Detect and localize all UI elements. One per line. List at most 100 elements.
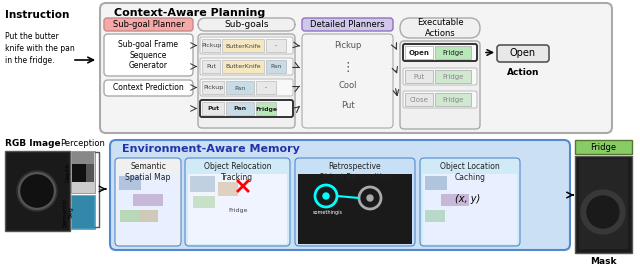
FancyBboxPatch shape xyxy=(403,91,477,108)
Bar xyxy=(118,174,178,244)
FancyBboxPatch shape xyxy=(200,79,293,96)
FancyBboxPatch shape xyxy=(400,41,480,129)
Text: Open: Open xyxy=(510,48,536,58)
FancyBboxPatch shape xyxy=(200,37,293,54)
FancyBboxPatch shape xyxy=(110,140,570,250)
Text: -: - xyxy=(265,86,267,90)
Bar xyxy=(71,195,95,229)
Bar xyxy=(133,194,163,206)
Bar xyxy=(120,210,140,222)
FancyBboxPatch shape xyxy=(400,18,480,38)
Bar xyxy=(435,70,471,83)
Bar xyxy=(575,140,632,154)
Text: Put: Put xyxy=(206,65,216,69)
Bar xyxy=(188,174,287,244)
Bar xyxy=(218,182,238,196)
Text: ⋮: ⋮ xyxy=(341,62,354,75)
Text: Fridge: Fridge xyxy=(442,97,464,103)
Bar xyxy=(256,81,276,94)
Text: -: - xyxy=(275,44,277,48)
Bar xyxy=(405,93,433,106)
Bar xyxy=(266,39,286,52)
Text: Pickup: Pickup xyxy=(334,41,361,51)
Text: Context Prediction: Context Prediction xyxy=(113,83,184,93)
Text: Perception: Perception xyxy=(61,139,106,148)
Bar xyxy=(579,159,628,249)
Text: Mask: Mask xyxy=(589,257,616,266)
Bar xyxy=(202,81,224,94)
Circle shape xyxy=(17,171,57,211)
Bar xyxy=(266,60,286,73)
FancyBboxPatch shape xyxy=(403,44,477,61)
Text: Put: Put xyxy=(340,101,355,111)
Text: ButterKnife: ButterKnife xyxy=(225,44,261,48)
Circle shape xyxy=(587,196,619,228)
FancyBboxPatch shape xyxy=(198,18,295,31)
FancyBboxPatch shape xyxy=(185,158,290,246)
Text: Pickup: Pickup xyxy=(203,86,223,90)
FancyBboxPatch shape xyxy=(104,80,193,96)
Text: Cool: Cool xyxy=(339,82,356,90)
Bar xyxy=(405,46,433,59)
Text: Retrospective
Object Recognition: Retrospective Object Recognition xyxy=(319,162,391,182)
Text: Pan: Pan xyxy=(270,65,282,69)
Text: Sub-goals: Sub-goals xyxy=(224,20,269,29)
Bar xyxy=(72,164,86,182)
FancyBboxPatch shape xyxy=(302,18,393,31)
Text: (x, y): (x, y) xyxy=(456,194,481,204)
Bar xyxy=(86,164,94,182)
Text: Object Relocation
Tracking: Object Relocation Tracking xyxy=(204,162,271,182)
Text: Action: Action xyxy=(507,68,540,77)
Bar xyxy=(425,176,447,190)
Text: Pickup: Pickup xyxy=(201,44,221,48)
Bar xyxy=(256,102,276,115)
FancyBboxPatch shape xyxy=(200,100,293,117)
Text: Detailed Planners: Detailed Planners xyxy=(310,20,385,29)
Bar xyxy=(423,174,517,244)
Bar xyxy=(72,152,94,164)
FancyBboxPatch shape xyxy=(198,34,295,128)
Circle shape xyxy=(581,190,625,234)
Bar xyxy=(202,102,224,115)
Text: Depth: Depth xyxy=(65,162,70,182)
Text: Context-Aware Planning: Context-Aware Planning xyxy=(114,8,265,18)
Bar xyxy=(441,194,469,206)
Bar xyxy=(190,176,215,192)
Text: ButterKnife: ButterKnife xyxy=(225,65,261,69)
Bar xyxy=(71,151,95,193)
Bar xyxy=(405,70,433,83)
Text: Fridge: Fridge xyxy=(228,208,248,213)
Text: Close: Close xyxy=(410,97,428,103)
Text: Put: Put xyxy=(207,107,219,111)
Text: Fridge: Fridge xyxy=(255,107,277,111)
FancyBboxPatch shape xyxy=(115,158,181,246)
Bar xyxy=(202,60,220,73)
Text: Put: Put xyxy=(413,74,424,80)
Text: Fridge: Fridge xyxy=(590,143,616,151)
Text: RGB Image: RGB Image xyxy=(5,139,61,148)
Bar xyxy=(226,81,254,94)
Text: Sub-goal Frame
Sequence
Generator: Sub-goal Frame Sequence Generator xyxy=(118,40,179,70)
Text: Environment-Aware Memory: Environment-Aware Memory xyxy=(122,144,300,154)
Text: Instruction: Instruction xyxy=(5,10,69,20)
Text: Put the butter
knife with the pan
in the fridge.: Put the butter knife with the pan in the… xyxy=(5,32,75,65)
Text: Sub-goal Planner: Sub-goal Planner xyxy=(113,20,184,29)
Bar xyxy=(425,210,445,222)
Circle shape xyxy=(21,175,53,207)
Text: Executable
Actions: Executable Actions xyxy=(417,18,463,38)
FancyBboxPatch shape xyxy=(104,34,193,76)
FancyBboxPatch shape xyxy=(200,58,293,75)
Circle shape xyxy=(367,195,373,201)
Bar xyxy=(222,60,264,73)
Text: Object Location
Caching: Object Location Caching xyxy=(440,162,500,182)
Bar xyxy=(202,39,220,52)
Text: Pan: Pan xyxy=(234,86,246,90)
Circle shape xyxy=(323,193,329,199)
FancyBboxPatch shape xyxy=(403,68,477,85)
Bar xyxy=(72,196,94,228)
Bar xyxy=(193,196,215,208)
FancyBboxPatch shape xyxy=(302,34,393,128)
Bar xyxy=(298,174,412,244)
Bar xyxy=(5,151,70,231)
FancyBboxPatch shape xyxy=(420,158,520,246)
